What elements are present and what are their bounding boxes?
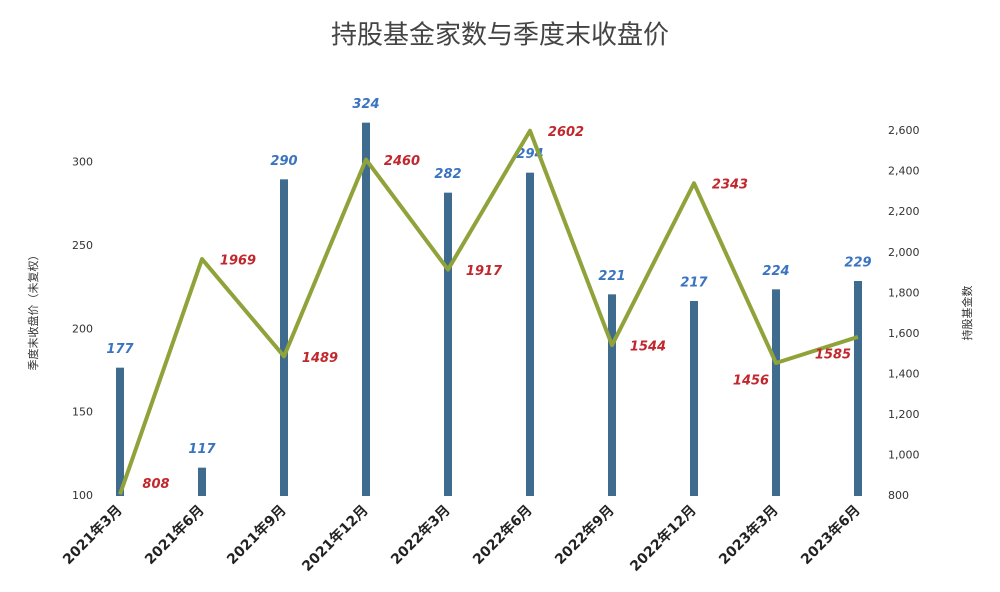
line-value-label: 2460 — [384, 154, 420, 169]
bar — [690, 301, 698, 496]
x-tick-label: 2021年12月 — [299, 502, 372, 575]
x-tick-label: 2022年12月 — [627, 502, 700, 575]
line-value-label: 1969 — [220, 254, 256, 269]
bar-value-label: 177 — [106, 342, 134, 357]
bar-value-label: 117 — [188, 442, 216, 457]
chart-title: 持股基金家数与季度末收盘价 — [331, 21, 669, 51]
bar — [772, 289, 780, 496]
y2-tick-label: 2,200 — [888, 205, 920, 218]
y2-tick-label: 2,000 — [888, 246, 920, 259]
bar-value-label: 217 — [680, 276, 708, 291]
line-value-label: 1544 — [630, 340, 666, 355]
y2-tick-label: 2,600 — [888, 124, 920, 137]
bar-value-label: 224 — [762, 264, 789, 279]
bar — [198, 467, 206, 496]
x-tick-label: 2021年3月 — [59, 502, 125, 568]
bar — [854, 281, 862, 496]
x-tick-label: 2021年9月 — [223, 502, 289, 568]
x-tick-label: 2021年6月 — [141, 502, 207, 568]
bar — [526, 172, 534, 496]
bar-value-label: 290 — [270, 154, 297, 169]
line-value-label: 2343 — [712, 178, 748, 193]
y-tick-label: 150 — [72, 406, 93, 419]
line-value-label: 1585 — [815, 347, 851, 362]
bar — [116, 367, 124, 496]
bar — [362, 122, 370, 497]
x-tick-label: 2022年9月 — [551, 502, 617, 568]
y2-tick-label: 1,600 — [888, 327, 920, 340]
y-tick-label: 300 — [72, 156, 93, 169]
y2-tick-label: 1,400 — [888, 367, 920, 380]
x-tick-label: 2022年6月 — [469, 502, 535, 568]
y2-axis-title: 持股基金数 — [960, 286, 974, 341]
x-tick-label: 2022年3月 — [387, 502, 453, 568]
line-value-label: 1456 — [733, 374, 769, 389]
bar-value-label: 221 — [598, 269, 625, 284]
bar-value-label: 324 — [352, 97, 379, 112]
y2-tick-label: 1,000 — [888, 448, 920, 461]
y2-tick-label: 1,800 — [888, 286, 920, 299]
line-value-label: 2602 — [548, 125, 584, 140]
y2-tick-label: 1,200 — [888, 408, 920, 421]
y-tick-label: 250 — [72, 239, 93, 252]
y2-tick-label: 2,400 — [888, 165, 920, 178]
y2-tick-label: 800 — [888, 489, 909, 502]
x-tick-label: 2023年3月 — [715, 502, 781, 568]
bar — [608, 294, 616, 496]
bar-value-label: 282 — [434, 167, 461, 182]
y-tick-label: 200 — [72, 322, 93, 335]
bar-value-label: 229 — [844, 256, 871, 271]
x-tick-label: 2023年6月 — [797, 502, 863, 568]
y-tick-label: 100 — [72, 489, 93, 502]
bar — [280, 179, 288, 497]
y-axis-title: 季度末收盘价（未复权） — [26, 250, 40, 371]
line-value-label: 1489 — [302, 351, 338, 366]
line-value-label: 808 — [142, 477, 169, 492]
line — [118, 128, 859, 496]
bar — [444, 192, 452, 496]
line-value-label: 1917 — [466, 264, 503, 279]
